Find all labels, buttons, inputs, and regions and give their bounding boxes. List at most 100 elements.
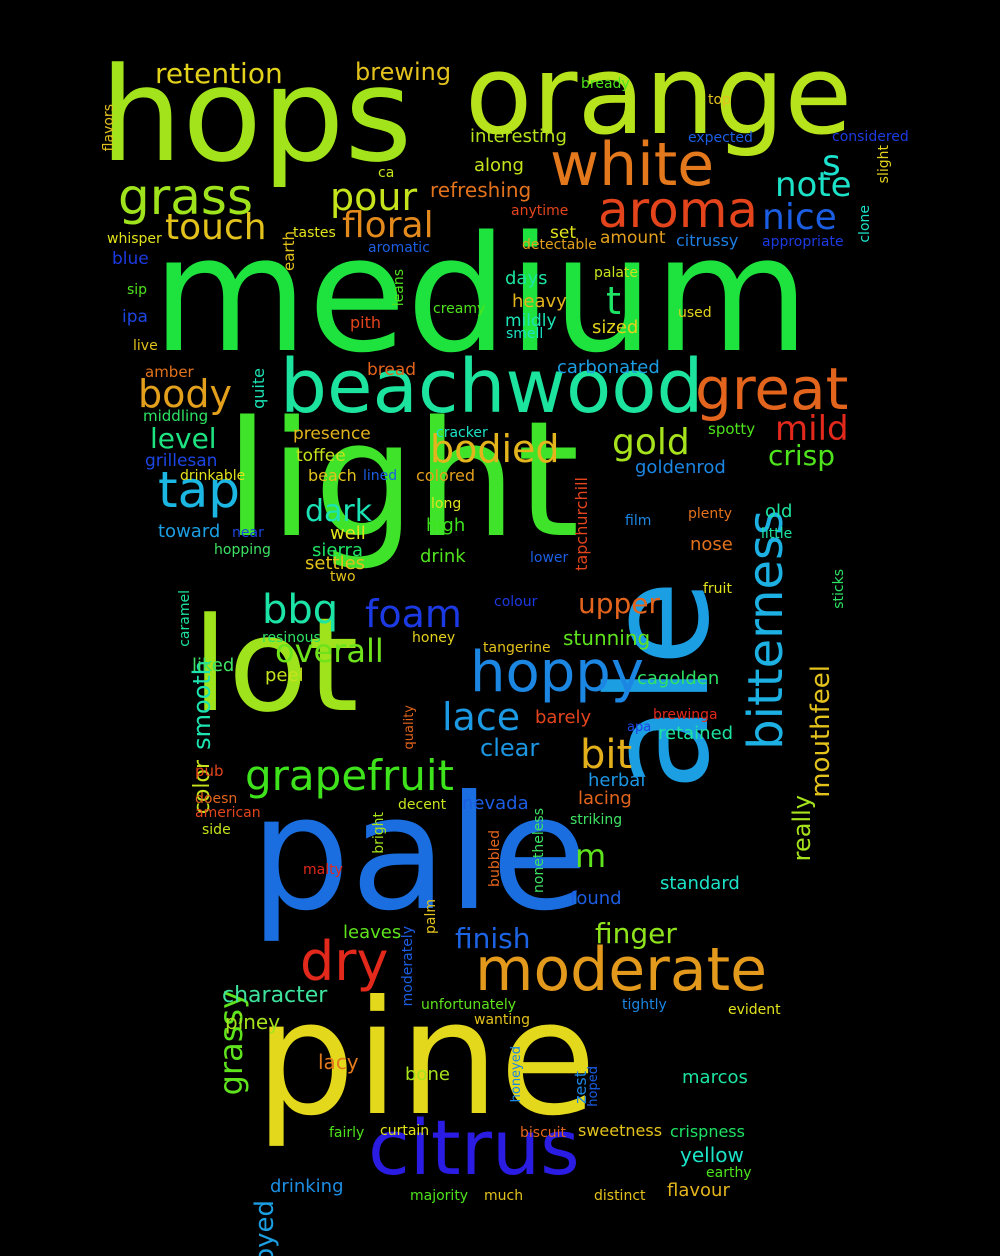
cloud-word-mild: mild [775, 409, 849, 449]
cloud-word-colour: colour [494, 594, 538, 610]
cloud-word-honey: honey [412, 630, 456, 646]
cloud-word-overall: overall [275, 632, 384, 670]
cloud-word-foam: foam [365, 592, 462, 636]
cloud-word-toward: toward [158, 521, 221, 542]
cloud-word-piney: piney [225, 1010, 281, 1034]
cloud-word-cracker: cracker [436, 425, 488, 441]
cloud-word-bread: bread [367, 360, 417, 380]
cloud-word-aromatic: aromatic [368, 240, 430, 256]
cloud-word-long: long [431, 496, 462, 512]
cloud-word-pub: pub [195, 762, 224, 780]
cloud-word-little: little [761, 526, 793, 542]
cloud-word-gold: gold [612, 422, 690, 463]
cloud-word-american: american [195, 805, 261, 821]
cloud-word-quite: quite [249, 368, 268, 409]
cloud-word-side: side [202, 822, 231, 838]
cloud-word-crisp: crisp [768, 439, 836, 472]
cloud-word-stunning: stunning [563, 626, 651, 650]
cloud-word-bubbled: bubbled [487, 830, 503, 887]
cloud-word-bodied: bodied [430, 427, 560, 471]
cloud-word-level: level [150, 422, 217, 455]
cloud-word-bitterness: bitterness [738, 510, 794, 750]
cloud-word-found: found [570, 888, 622, 909]
cloud-word-lacing: lacing [578, 788, 632, 809]
cloud-word-creamy: creamy [433, 301, 486, 317]
cloud-word-old: old [765, 501, 793, 522]
cloud-word-middling: middling [143, 407, 209, 425]
cloud-word-really: really [788, 795, 816, 862]
cloud-word-honeyed: honeyed [509, 1046, 524, 1103]
cloud-word-brewinga: brewinga [653, 707, 718, 723]
cloud-word-detectable: detectable [522, 237, 597, 253]
cloud-word-considered: considered [832, 129, 909, 145]
cloud-word-hoped: hoped [586, 1066, 601, 1107]
cloud-word-leans: leans [391, 269, 407, 307]
cloud-word-striking: striking [570, 812, 623, 828]
cloud-word-finish: finish [455, 922, 531, 955]
cloud-word-tightly: tightly [622, 997, 667, 1013]
cloud-word-sticks: sticks [831, 569, 847, 609]
cloud-word-beachwood: beachwood [280, 344, 704, 430]
cloud-word-finger: finger [595, 917, 677, 950]
cloud-word-beach: beach [308, 466, 357, 485]
cloud-word-goldenrod: goldenrod [635, 457, 726, 478]
cloud-word-sierra: sierra [312, 540, 363, 561]
cloud-word-bready: bready [581, 76, 630, 92]
cloud-word-drinkable: drinkable [180, 468, 246, 484]
cloud-word-drink: drink [420, 546, 466, 567]
cloud-word-resinous: resinous [262, 630, 321, 646]
cloud-word-drinking: drinking [270, 1176, 344, 1197]
cloud-word-spotty: spotty [708, 420, 756, 438]
cloud-word-amber: amber [145, 363, 194, 381]
cloud-word-hopping: hopping [214, 542, 271, 558]
cloud-word-doesn: doesn [195, 791, 238, 807]
cloud-word-light: light [225, 386, 580, 573]
cloud-word-expected: expected [688, 130, 753, 146]
cloud-word-heavy: heavy [512, 291, 567, 312]
cloud-word-amount: amount [600, 228, 666, 248]
cloud-word-fruit: fruit [703, 581, 732, 597]
cloud-word-decent: decent [398, 797, 447, 813]
cloud-word-lined: lined [363, 468, 398, 484]
cloud-word-along: along [474, 155, 524, 176]
cloud-word-aroma: aroma [598, 181, 759, 239]
cloud-word-ca: ca [378, 165, 395, 181]
cloud-word-evident: evident [728, 1002, 781, 1018]
cloud-word-pour: pour [330, 175, 418, 219]
cloud-word-fairly: fairly [329, 1125, 365, 1141]
cloud-word-high: high [426, 515, 466, 536]
cloud-word-grapefruit: grapefruit [245, 751, 454, 800]
cloud-word-settles: settles [305, 553, 366, 574]
cloud-word-plenty: plenty [688, 506, 733, 522]
cloud-word-presence: presence [293, 424, 371, 444]
cloud-word-live: live [133, 338, 158, 354]
cloud-word-great: great [695, 355, 849, 423]
cloud-word-nonetheless: nonetheless [531, 808, 547, 893]
cloud-word-colored: colored [416, 466, 476, 485]
cloud-word-majority: majority [410, 1188, 469, 1204]
cloud-word-tapchurchill: tapchurchill [572, 477, 591, 571]
cloud-word-flavors: flavors [101, 104, 117, 152]
cloud-word-near: near [232, 525, 264, 541]
cloud-word-s: s [822, 143, 841, 184]
cloud-word-dark: dark [305, 494, 373, 529]
cloud-word-clear: clear [480, 734, 540, 762]
cloud-word-grillesan: grillesan [145, 451, 218, 471]
cloud-word-flavour: flavour [667, 1180, 730, 1201]
cloud-word-moderately: moderately [400, 926, 416, 1007]
cloud-word-anytime: anytime [511, 203, 569, 219]
cloud-word-carbonated: carbonated [557, 357, 660, 378]
cloud-word-curtain: curtain [380, 1123, 430, 1139]
cloud-word-oenjoyed: oenjoyed [250, 1200, 280, 1256]
cloud-word-m: m [575, 837, 607, 875]
cloud-word-body: body [138, 372, 232, 416]
cloud-word-note: note [775, 165, 852, 205]
cloud-word-hops: hops [100, 39, 413, 191]
cloud-word-top: top [708, 92, 731, 108]
cloud-word-biscuit: biscuit [520, 1125, 567, 1141]
cloud-word-lot: lot [192, 589, 359, 741]
cloud-word-sweetness: sweetness [578, 1121, 663, 1140]
cloud-word-brewing: brewing [355, 58, 452, 86]
cloud-word-marcos: marcos [682, 1067, 748, 1088]
